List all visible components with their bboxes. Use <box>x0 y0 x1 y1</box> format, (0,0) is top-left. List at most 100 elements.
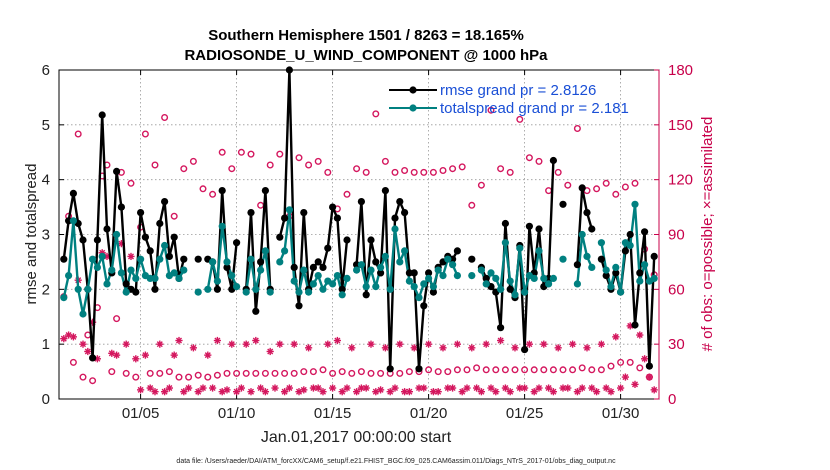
obs-assimilated-point <box>554 344 562 352</box>
rmse-point <box>89 354 97 362</box>
totalspread-line <box>480 241 555 296</box>
obs-assimilated-point <box>213 336 221 345</box>
y-right-tick-label: 60 <box>668 281 685 298</box>
obs-assimilated-point <box>137 386 145 394</box>
obs-assimilated-point <box>559 384 567 392</box>
rmse-point <box>60 255 68 263</box>
obs-assimilated-point <box>271 384 279 392</box>
axis-ticks: 01/05 01/10 01/15 01/20 01/25 01/300123456030… <box>42 62 693 422</box>
rmse-point <box>386 365 394 373</box>
totalspread-point <box>492 274 500 282</box>
obs-assimilated-point <box>223 386 231 394</box>
obs-assimilated-point <box>257 384 265 392</box>
obs-assimilated-point <box>434 388 442 396</box>
obs-assimilated-point <box>314 384 322 392</box>
totalspread-point <box>453 272 461 280</box>
obs-assimilated-point <box>391 384 399 392</box>
rmse-point <box>252 307 260 315</box>
obs-assimilated-point <box>300 386 308 394</box>
rmse-point <box>290 263 298 271</box>
obs-possible-point <box>343 190 351 198</box>
obs-possible-point <box>396 369 404 377</box>
totalspread-point <box>194 288 202 296</box>
obs-possible-point <box>69 358 77 366</box>
totalspread-point <box>137 255 145 263</box>
obs-possible-point <box>146 369 154 377</box>
totalspread-point <box>117 269 125 277</box>
totalspread-point <box>74 285 82 293</box>
obs-assimilated-point <box>247 388 255 396</box>
rmse-point <box>497 324 505 332</box>
obs-assimilated-point <box>194 388 202 396</box>
rmse-point <box>261 187 269 195</box>
obs-assimilated-point <box>69 333 77 341</box>
totalspread-point <box>631 200 639 208</box>
totalspread-point <box>482 280 490 288</box>
obs-possible-point <box>425 366 433 374</box>
rmse-point <box>583 209 591 217</box>
obs-possible-point <box>617 358 625 366</box>
obs-possible-point <box>535 157 543 165</box>
y-axis-label: rmse and totalspread <box>23 164 40 305</box>
rmse-point <box>377 269 385 277</box>
y-right-tick-label: 120 <box>668 172 693 189</box>
totalspread-point <box>79 310 87 318</box>
obs-possible-point <box>549 366 557 374</box>
totalspread-point <box>285 206 293 214</box>
totalspread-point <box>204 285 212 293</box>
totalspread-point <box>295 288 303 296</box>
obs-assimilated-point <box>276 340 284 348</box>
totalspread-point <box>367 266 375 274</box>
rmse-point <box>425 269 433 277</box>
y-tick-label: 5 <box>42 117 50 134</box>
totalspread-point <box>540 274 548 282</box>
totalspread-point <box>65 272 73 280</box>
obs-assimilated-point <box>189 344 197 352</box>
totalspread-point <box>573 280 582 288</box>
obs-assimilated-point <box>588 384 596 392</box>
totalspread-point <box>535 247 543 255</box>
data-marks <box>60 66 658 396</box>
obs-assimilated-point <box>266 347 274 356</box>
rmse-point <box>285 66 293 74</box>
obs-assimilated-point <box>204 351 212 359</box>
obs-assimilated-point <box>573 388 581 396</box>
obs-possible-point <box>79 373 87 381</box>
obs-assimilated-point <box>333 336 341 345</box>
totalspread-point <box>434 266 442 274</box>
obs-possible-point <box>420 168 428 176</box>
totalspread-point <box>420 280 428 288</box>
obs-assimilated-point <box>319 388 327 396</box>
obs-assimilated-point <box>501 384 509 392</box>
totalspread-point <box>530 274 538 282</box>
rmse-point <box>161 198 169 206</box>
obs-possible-point <box>593 185 601 193</box>
obs-assimilated-point <box>530 388 538 396</box>
obs-possible-point <box>305 161 313 169</box>
rmse-point <box>309 263 317 271</box>
rmse-point <box>122 280 130 288</box>
y-tick-label: 6 <box>42 62 50 79</box>
obs-possible-point <box>516 115 524 123</box>
totalspread-point <box>386 285 394 293</box>
obs-assimilated-point <box>617 384 625 392</box>
totalspread-point <box>305 288 313 296</box>
obs-assimilated-point <box>127 252 135 261</box>
obs-assimilated-point <box>170 351 178 359</box>
obs-possible-point <box>290 369 298 377</box>
obs-possible-point <box>314 157 322 165</box>
obs-possible-point <box>213 371 221 379</box>
totalspread-point <box>209 258 217 266</box>
y-tick-label: 1 <box>42 336 50 353</box>
legend-spread-marker <box>409 104 417 112</box>
rmse-point <box>79 236 87 244</box>
totalspread-point <box>381 252 389 260</box>
obs-assimilated-point <box>377 386 385 394</box>
rmse-point <box>362 291 370 299</box>
y-right-tick-label: 90 <box>668 227 685 244</box>
x-tick-label: 01/10 <box>218 405 256 422</box>
obs-assimilated-point <box>396 340 404 348</box>
rmse-point <box>415 365 423 373</box>
totalspread-point <box>252 285 260 293</box>
